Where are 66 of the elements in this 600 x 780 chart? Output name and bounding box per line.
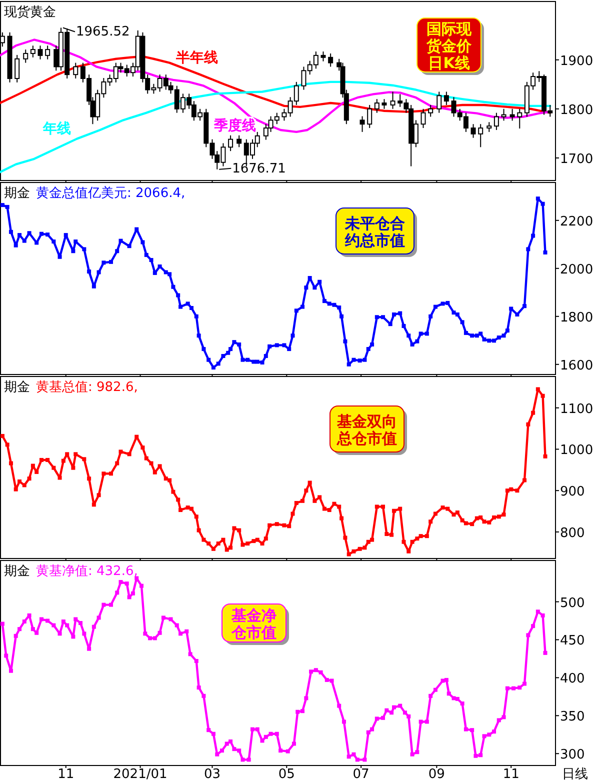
- x-tick-label: 07: [352, 767, 370, 780]
- y-tick-label: 1700: [560, 152, 594, 167]
- candlestick: [23, 49, 28, 64]
- y-tick-label: 2200: [560, 214, 594, 230]
- annotation: 基金净仓市值: [230, 606, 276, 642]
- y-tick-label: 400: [560, 672, 585, 687]
- annotation: 半年线: [175, 50, 218, 66]
- x-tick-label: 09: [428, 767, 445, 780]
- candlestick: [390, 91, 396, 110]
- x-tick-label: 2021/01: [113, 767, 168, 780]
- chart-title: 期金: [4, 186, 30, 201]
- annotation: 年线: [42, 121, 71, 137]
- candlestick: [478, 124, 484, 148]
- chart-subtitle: 黄金总值亿美元: 2066.4,: [36, 185, 186, 201]
- x-tick-label: 11: [502, 767, 520, 780]
- annotation: 基金双向总仓市值: [336, 412, 397, 448]
- candlestick: [501, 108, 506, 122]
- candlestick: [14, 54, 20, 83]
- candlestick: [470, 124, 476, 138]
- candlestick: [486, 122, 492, 132]
- annotation: 1676.71: [232, 161, 286, 176]
- candlestick: [73, 62, 78, 79]
- candlestick: [45, 45, 50, 60]
- y-tick-label: 450: [560, 634, 585, 649]
- chart-subtitle: 黄基总值: 982.6,: [36, 380, 138, 395]
- y-tick-label: 1000: [560, 443, 594, 458]
- y-tick-label: 300: [560, 748, 585, 763]
- annotation: 未平仓合约总市值: [344, 214, 405, 250]
- candlestick: [494, 112, 499, 130]
- x-tick-label: 11: [58, 767, 74, 780]
- chart-subtitle: 黄基净值: 432.6,: [36, 564, 138, 579]
- chart-title: 现货黄金: [4, 5, 56, 20]
- x-tick-label: 03: [204, 767, 221, 780]
- candlestick: [382, 98, 387, 110]
- y-tick-label: 1800: [560, 102, 594, 118]
- annotation: 季度线: [213, 117, 256, 134]
- candlestick: [517, 108, 522, 130]
- y-tick-label: 1600: [560, 358, 594, 374]
- chart-title: 期金: [4, 380, 30, 395]
- y-tick-label: 800: [560, 526, 585, 541]
- candlestick: [444, 91, 449, 106]
- candlestick: [436, 91, 442, 114]
- annotation: 国际现货金价日K线: [426, 20, 472, 72]
- candlestick: [360, 116, 365, 132]
- y-tick-label: 350: [560, 710, 585, 725]
- candlestick: [420, 108, 426, 129]
- y-tick-label: 500: [560, 596, 585, 611]
- y-tick-label: 2000: [560, 262, 594, 278]
- candlestick: [320, 51, 326, 62]
- candlestick: [30, 45, 36, 58]
- candlestick: [428, 104, 434, 118]
- text: 日线: [562, 767, 588, 780]
- candlestick: [374, 98, 380, 114]
- y-tick-label: 1800: [560, 310, 594, 326]
- candlestick: [228, 134, 234, 152]
- candlestick: [328, 52, 334, 68]
- y-tick-label: 1100: [560, 402, 594, 417]
- x-tick-label: 05: [278, 767, 295, 780]
- candlestick: [367, 104, 372, 129]
- candlestick: [236, 134, 242, 148]
- candlestick: [38, 45, 43, 60]
- chart-title: 期金: [4, 564, 30, 579]
- annotation: 1965.52: [76, 24, 130, 40]
- candlestick: [510, 108, 515, 122]
- y-tick-label: 900: [560, 484, 585, 500]
- y-tick-label: 1900: [560, 54, 594, 69]
